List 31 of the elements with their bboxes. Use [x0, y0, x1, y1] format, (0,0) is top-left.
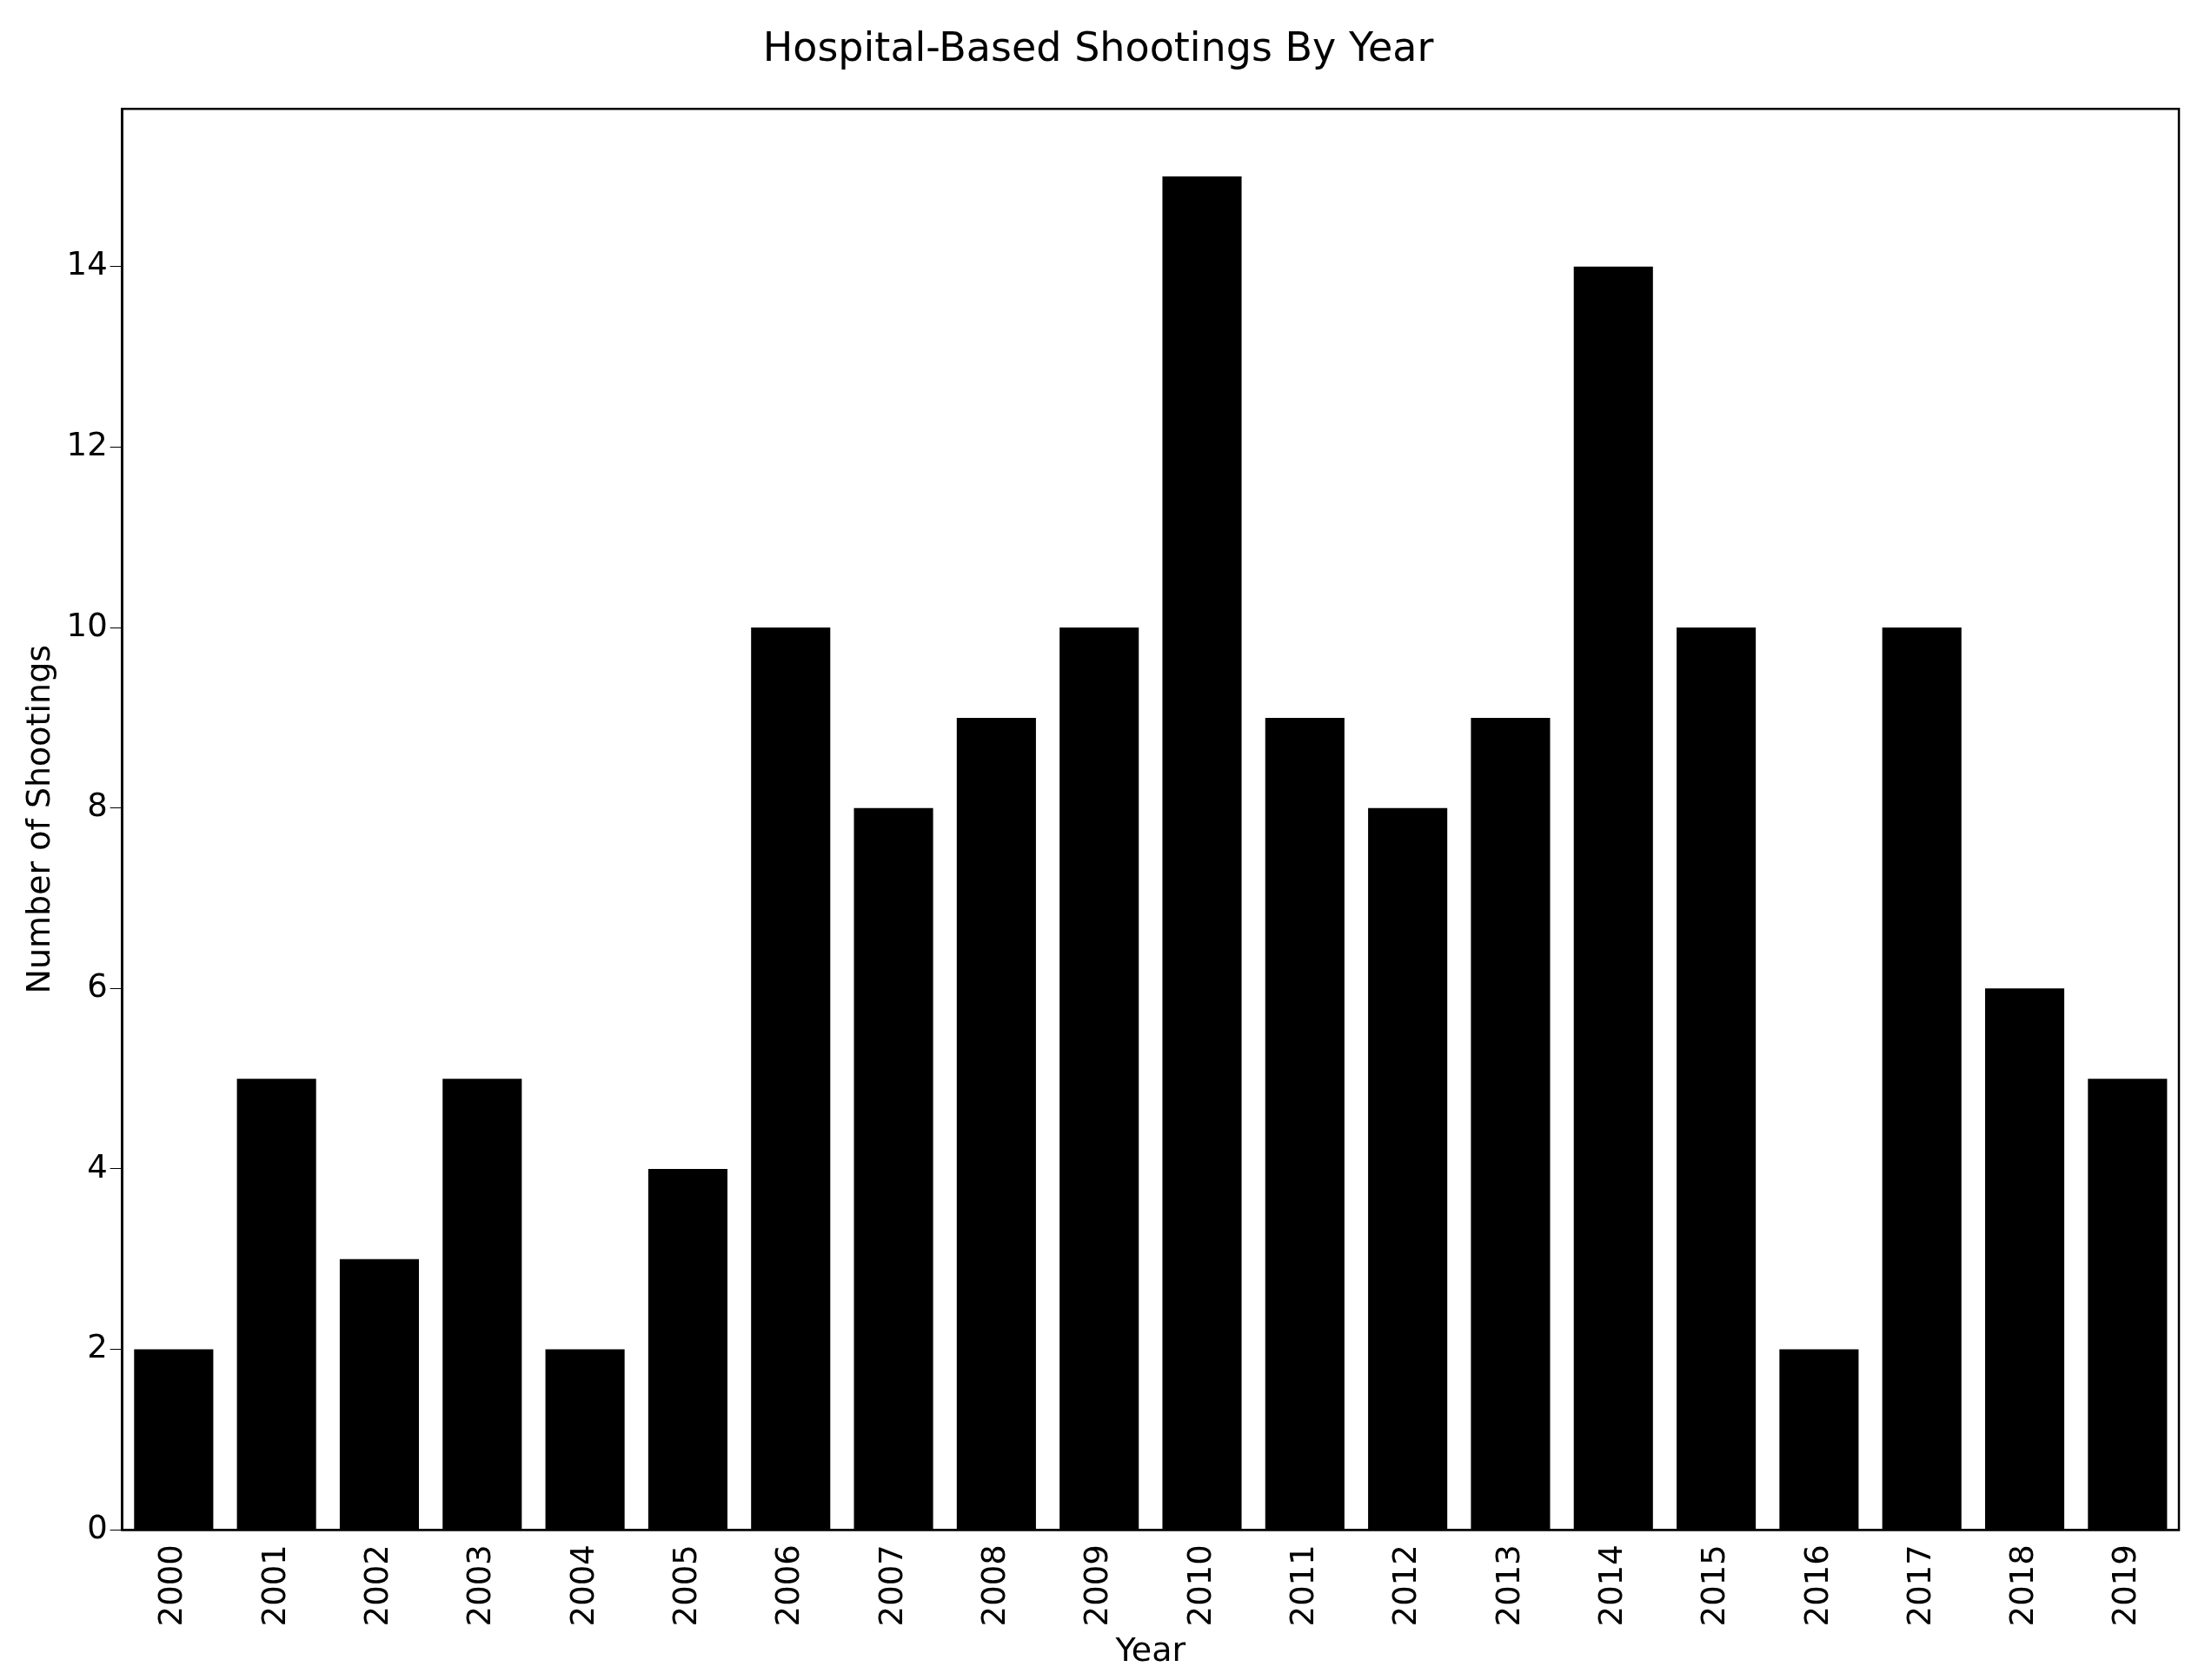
x-tick-label: 2005	[667, 1544, 705, 1627]
x-tick-label: 2007	[872, 1544, 910, 1627]
y-tick-label: 14	[66, 245, 108, 283]
x-tick-label: 2013	[1489, 1544, 1527, 1627]
y-tick-label: 10	[66, 606, 108, 644]
y-tick-label: 2	[87, 1328, 108, 1366]
x-axis-title: Year	[1114, 1630, 1186, 1670]
x-tick-label: 2016	[1797, 1544, 1836, 1627]
y-axis-title: Number of Shootings	[18, 644, 57, 994]
y-tick-label: 6	[87, 966, 108, 1005]
x-tick-label: 2017	[1900, 1544, 1938, 1627]
y-tick-label: 12	[66, 426, 108, 464]
x-tick-label: 2018	[2003, 1544, 2042, 1627]
x-tick-label: 2006	[769, 1544, 807, 1627]
y-tick-label: 4	[87, 1147, 108, 1185]
y-tick-label: 0	[87, 1508, 108, 1546]
x-tick-label: 2002	[358, 1544, 396, 1627]
x-tick-label: 2011	[1283, 1544, 1321, 1627]
x-tick-label: 2004	[563, 1544, 601, 1627]
x-tick-label: 2012	[1386, 1544, 1425, 1627]
x-tick-label: 2010	[1180, 1544, 1219, 1627]
x-tick-label: 2003	[461, 1544, 499, 1627]
x-tick-label: 2008	[974, 1544, 1013, 1627]
x-tick-label: 2014	[1591, 1544, 1630, 1627]
x-tick-label: 2009	[1078, 1544, 1116, 1627]
x-tick-label: 2001	[255, 1544, 293, 1627]
y-tick-label: 8	[87, 787, 108, 825]
x-tick-label: 2015	[1695, 1544, 1733, 1627]
chart-title: Hospital-Based Shootings By Year	[762, 23, 1434, 70]
x-tick-label: 2000	[152, 1544, 190, 1627]
x-tick-label: 2019	[2106, 1544, 2144, 1627]
